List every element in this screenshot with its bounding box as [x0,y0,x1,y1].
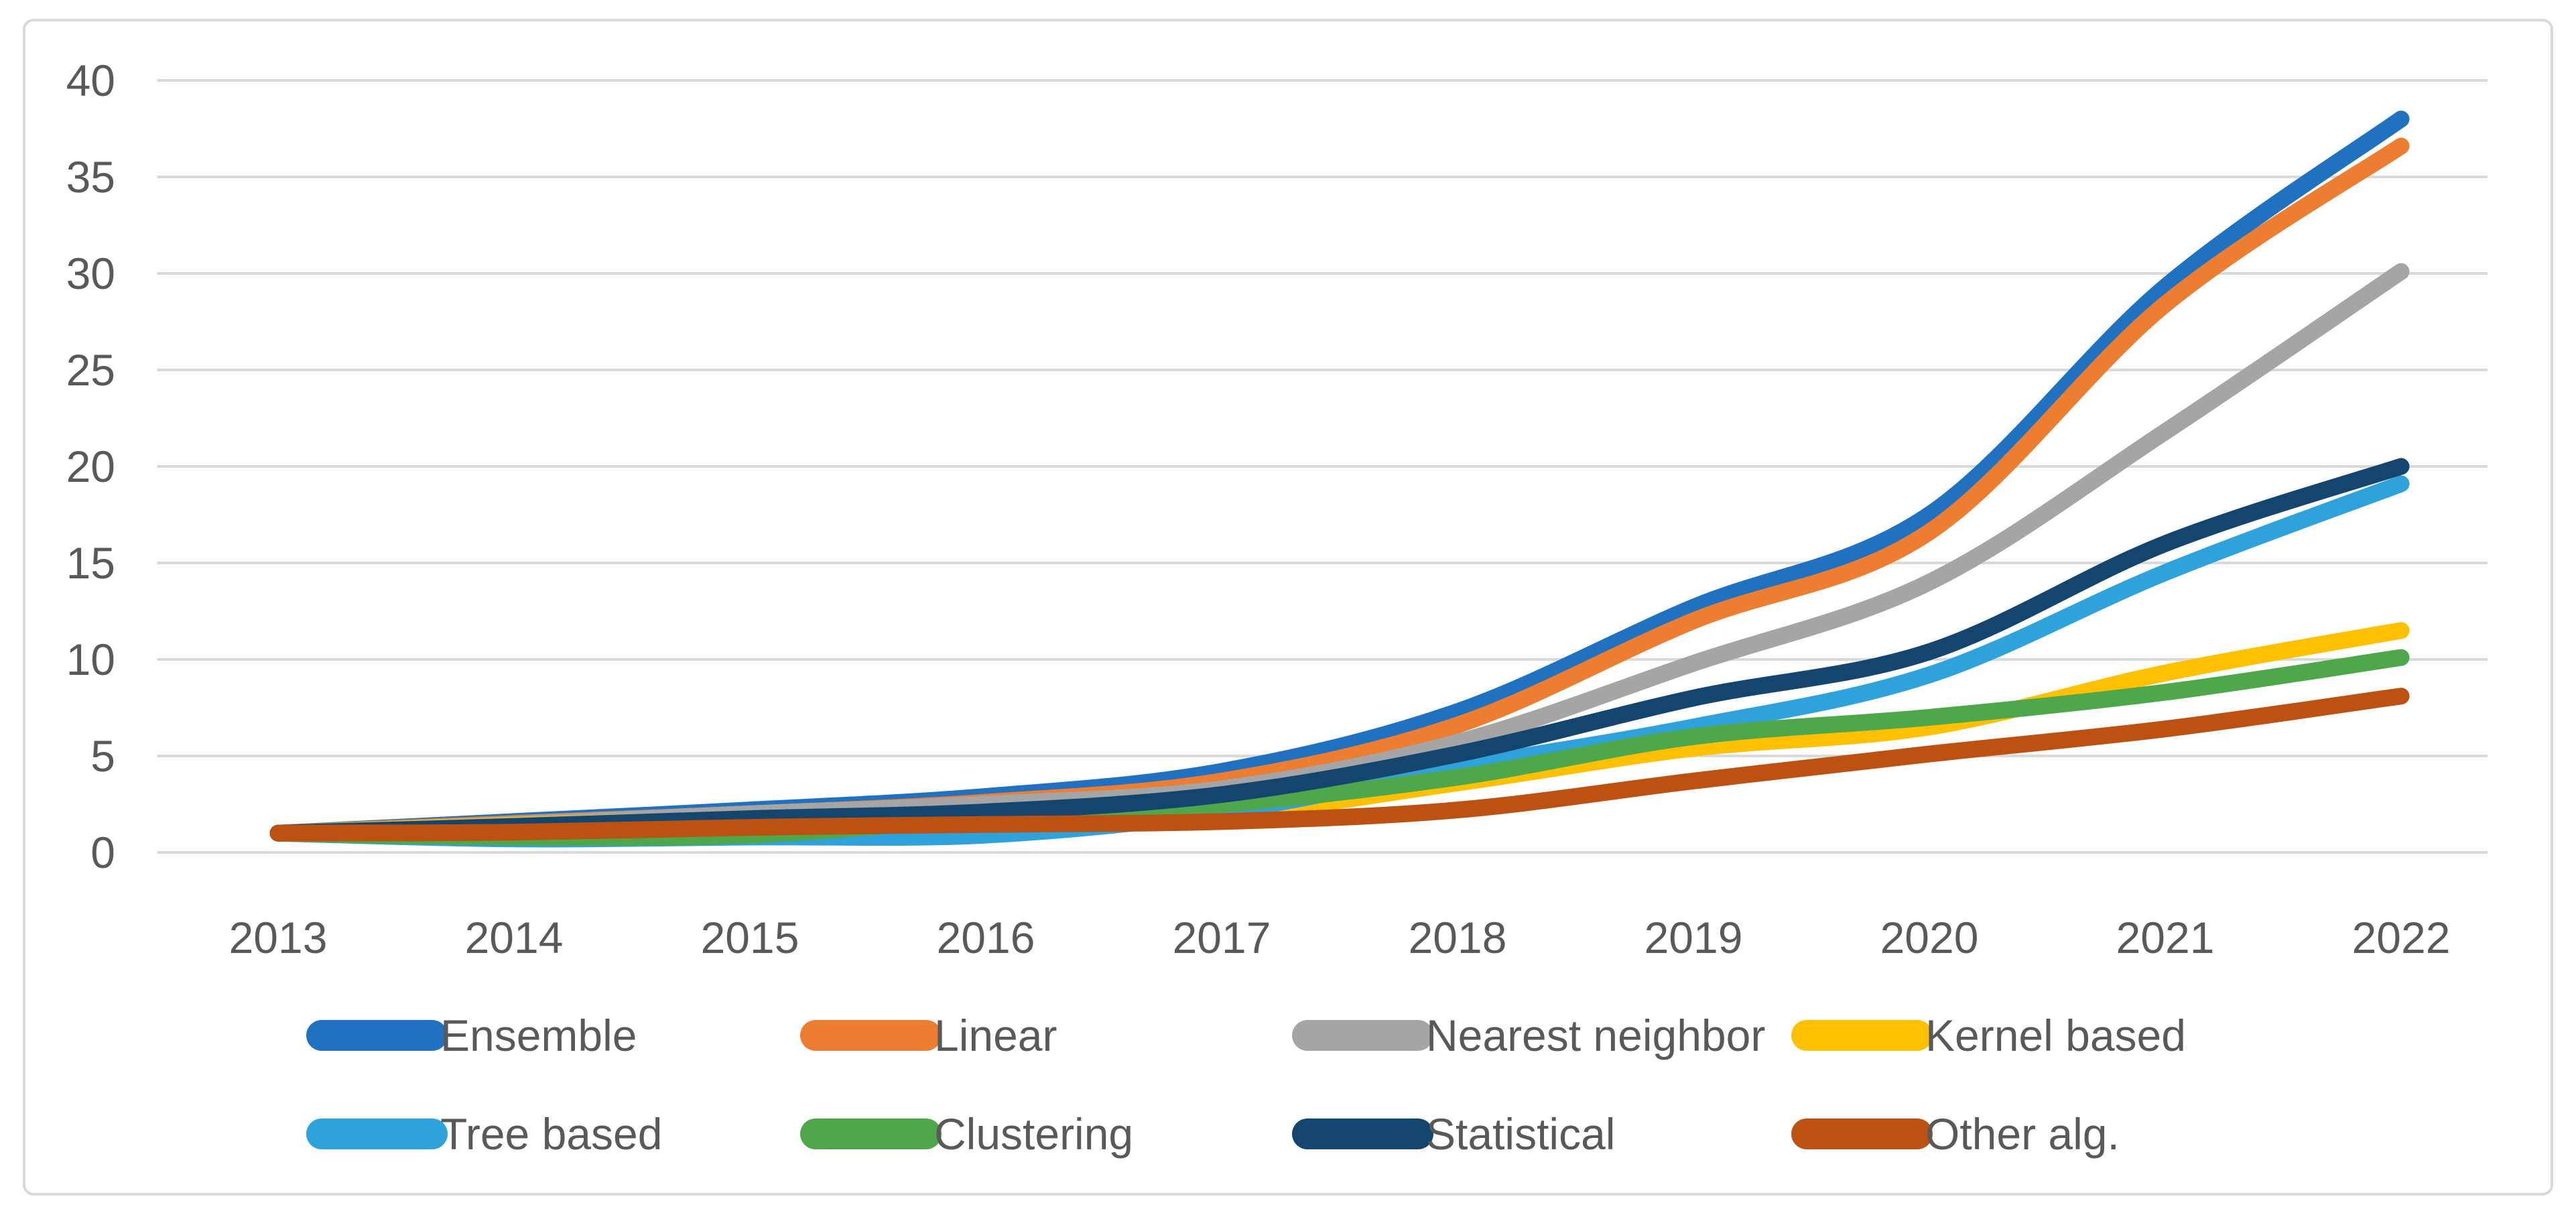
y-tick-label: 30 [66,249,115,298]
legend: Ensemble Linear Nearest neighbor Kernel bas… [306,1011,2186,1159]
x-tick-label: 2015 [701,913,799,962]
x-tick-label: 2017 [1173,913,1271,962]
legend-label-linear: Linear [934,1011,1057,1060]
y-tick-label: 0 [90,828,115,877]
y-tick-label: 15 [66,538,115,588]
legend-label-other-alg-: Other alg. [1925,1109,2120,1159]
legend-item-other-alg-: Other alg. [1791,1109,2120,1159]
x-tick-label: 2021 [2116,913,2215,962]
legend-label-kernel-based: Kernel based [1925,1011,2186,1060]
series-line-other-alg- [269,688,2410,842]
y-tick-label: 40 [66,56,115,105]
figure-border [23,19,2553,1196]
y-axis-tick-labels: 0 5 10 15 20 25 30 35 40 [66,56,115,877]
x-tick-label: 2020 [1880,913,1979,962]
legend-item-tree-based: Tree based [306,1109,662,1159]
series-lines [269,111,2410,848]
x-tick-label: 2013 [229,913,328,962]
legend-label-statistical: Statistical [1426,1109,1615,1159]
y-tick-label: 5 [90,731,115,781]
legend-item-ensemble: Ensemble [306,1011,637,1060]
x-axis-tick-labels: 2013 2014 2015 2016 2017 2018 2019 2020 2021 2022 [229,913,2451,962]
x-tick-label: 2022 [2352,913,2451,962]
legend-item-clustering: Clustering [800,1109,1133,1159]
x-tick-label: 2019 [1645,913,1743,962]
x-tick-label: 2018 [1409,913,1507,962]
y-tick-label: 25 [66,345,115,395]
x-tick-label: 2014 [465,913,564,962]
x-tick-label: 2016 [937,913,1035,962]
legend-label-ensemble: Ensemble [440,1011,637,1060]
legend-item-statistical: Statistical [1292,1109,1615,1159]
legend-item-linear: Linear [800,1011,1057,1060]
y-tick-label: 20 [66,442,115,491]
legend-label-clustering: Clustering [934,1109,1133,1159]
y-tick-label: 10 [66,635,115,684]
legend-item-nearest-neighbor: Nearest neighbor [1292,1011,1765,1060]
legend-label-tree-based: Tree based [440,1109,662,1159]
y-tick-label: 35 [66,152,115,202]
legend-item-kernel-based: Kernel based [1791,1011,2186,1060]
legend-label-nearest-neighbor: Nearest neighbor [1426,1011,1765,1060]
